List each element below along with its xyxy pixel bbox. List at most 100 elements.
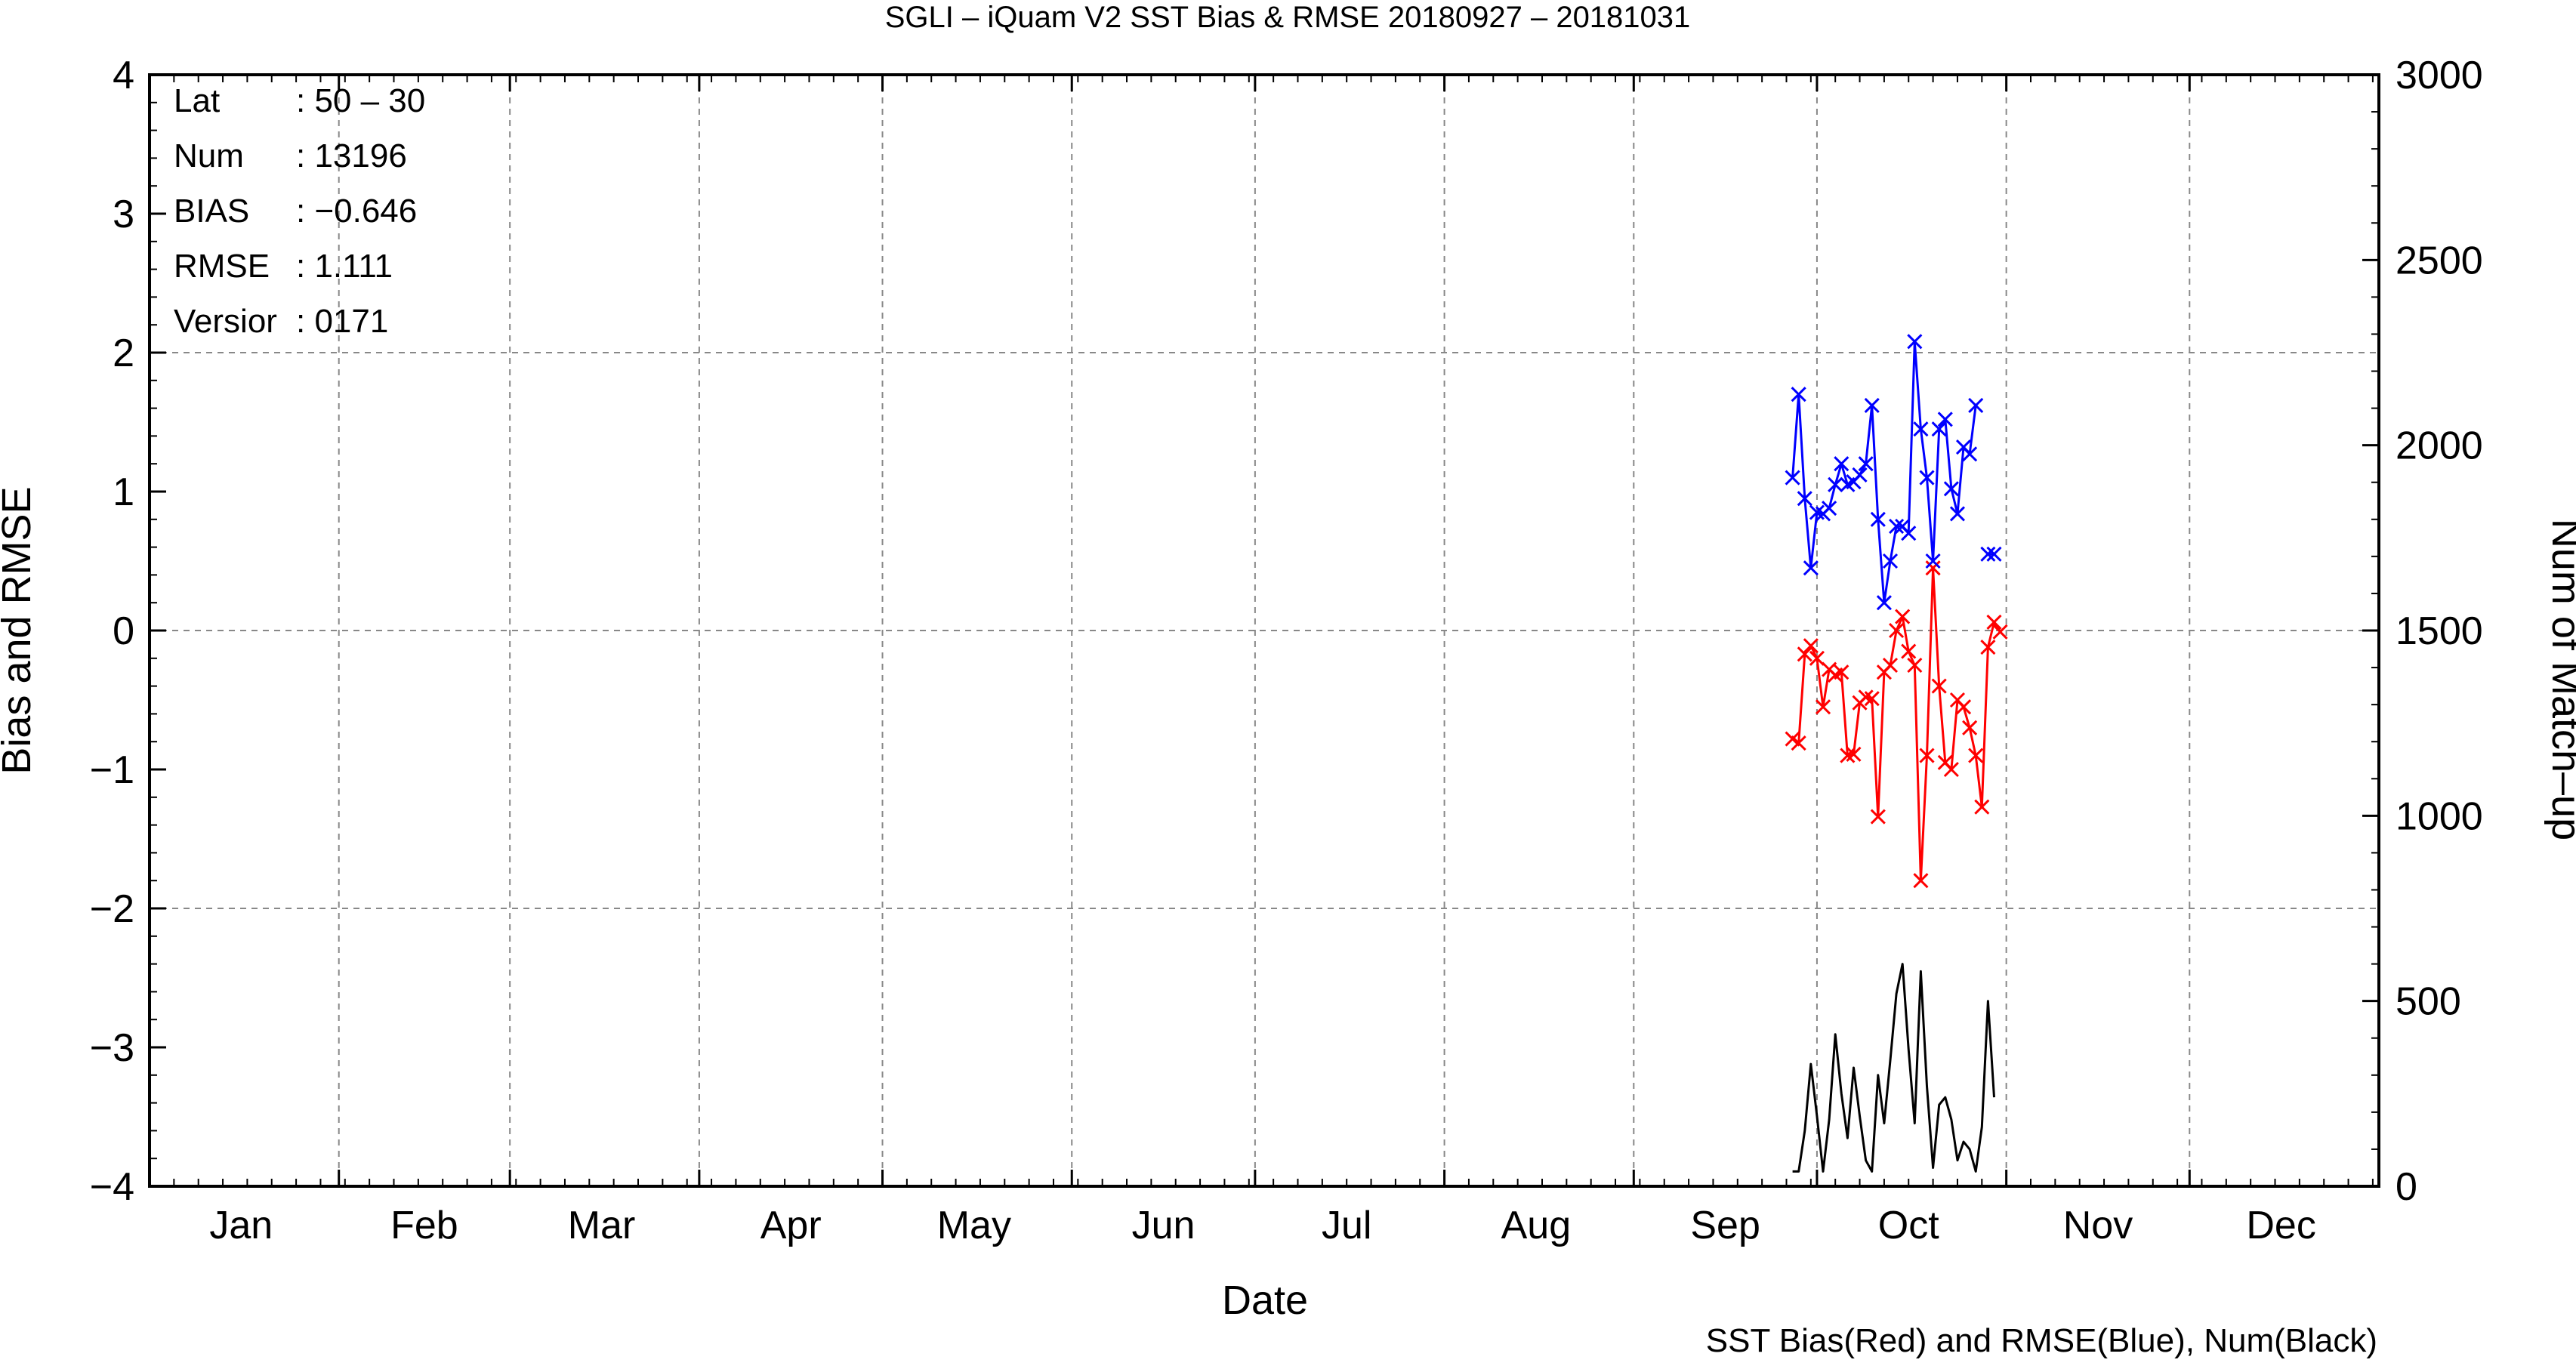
x-tick-label: Feb xyxy=(390,1204,458,1247)
data-point xyxy=(1889,622,1905,639)
y-tick-label: −4 xyxy=(90,1165,134,1209)
data-point xyxy=(1822,501,1837,516)
x-tick-label: Mar xyxy=(568,1204,636,1247)
series-1 xyxy=(1785,334,2002,611)
data-point xyxy=(1962,720,1978,735)
data-point xyxy=(1992,624,2008,640)
stat-label: Lat xyxy=(174,82,220,119)
y2-tick-label: 1000 xyxy=(2396,794,2483,838)
data-point xyxy=(1791,387,1806,402)
chart-caption: SST Bias(Red) and RMSE(Blue), Num(Black) xyxy=(1706,1322,2377,1359)
data-point xyxy=(1907,657,1923,674)
y2-tick-label: 1500 xyxy=(2396,609,2483,653)
data-point xyxy=(1901,643,1917,659)
data-point xyxy=(1974,799,1990,815)
series-line xyxy=(1792,963,1995,1173)
data-point xyxy=(1937,412,1953,427)
y-tick-label: 1 xyxy=(113,470,134,514)
data-point xyxy=(1986,614,2002,631)
x-tick-label: Oct xyxy=(1878,1204,1939,1247)
y-tick-label: −2 xyxy=(90,887,134,931)
data-point xyxy=(1803,638,1819,654)
data-point xyxy=(1834,664,1849,680)
data-point xyxy=(1913,421,1929,437)
y-tick-label: −1 xyxy=(90,748,134,792)
data-point xyxy=(1907,334,1923,350)
stat-label: Num xyxy=(174,137,244,174)
y-tick-label: −3 xyxy=(90,1026,134,1070)
data-point xyxy=(1846,746,1862,762)
data-point xyxy=(1980,546,1996,562)
series-line xyxy=(1791,566,2001,882)
stat-label: RMSE xyxy=(174,248,270,285)
data-point xyxy=(1968,748,1984,763)
y-tick-label: 3 xyxy=(113,193,134,236)
y-axis-title: Bias and RMSE xyxy=(0,486,39,774)
data-point xyxy=(1864,691,1880,707)
data-point xyxy=(1931,678,1947,694)
data-point xyxy=(1852,467,1868,483)
x-tick-label: Sep xyxy=(1690,1204,1760,1247)
data-point xyxy=(1809,650,1825,666)
data-point xyxy=(1864,397,1880,413)
x-tick-label: Dec xyxy=(2246,1204,2315,1247)
data-point xyxy=(1895,609,1911,624)
data-point xyxy=(1876,595,1892,611)
data-point xyxy=(1882,553,1899,569)
data-point xyxy=(1828,476,1843,492)
y2-tick-label: 2000 xyxy=(2396,424,2483,468)
data-point xyxy=(1943,481,1959,497)
data-point xyxy=(1797,491,1812,507)
x-tick-label: Jan xyxy=(209,1204,273,1247)
y2-tick-label: 0 xyxy=(2396,1165,2417,1209)
data-point xyxy=(1925,560,1941,576)
data-point xyxy=(1797,646,1812,662)
x-tick-label: May xyxy=(937,1204,1011,1247)
x-tick-label: Apr xyxy=(760,1204,822,1247)
stat-value: : −0.646 xyxy=(296,193,417,230)
data-point xyxy=(1919,470,1935,486)
y2-tick-label: 3000 xyxy=(2396,54,2483,97)
data-point xyxy=(1889,518,1905,535)
data-point xyxy=(1980,640,1996,655)
x-tick-label: Aug xyxy=(1501,1204,1572,1247)
data-point xyxy=(1791,735,1806,751)
stat-value: : 1.111 xyxy=(296,248,393,285)
stat-label: Versior xyxy=(174,303,277,340)
y2-axis-title: Num of Match–up xyxy=(2544,519,2576,840)
data-point xyxy=(1803,560,1819,576)
data-point xyxy=(1834,456,1849,472)
data-point xyxy=(1931,421,1947,437)
data-point xyxy=(1955,699,1972,715)
grid-lines xyxy=(150,75,2379,1186)
x-axis-title: Date xyxy=(1222,1278,1308,1323)
stat-value: : 50 – 30 xyxy=(296,82,425,119)
data-point xyxy=(1785,470,1800,486)
data-point xyxy=(1986,546,2002,562)
y-tick-label: 0 xyxy=(113,609,134,653)
data-point xyxy=(1919,748,1935,763)
data-point xyxy=(1962,446,1978,462)
y2-tick-label: 500 xyxy=(2396,980,2461,1024)
plot-frame xyxy=(148,73,2380,1188)
data-point xyxy=(1858,456,1874,472)
data-point xyxy=(1901,526,1917,541)
data-point xyxy=(1815,699,1831,715)
series-line xyxy=(1791,340,1977,604)
data-series xyxy=(1785,334,2008,1173)
data-point xyxy=(1882,657,1899,674)
tick-labels: 4 3 2 1 0 −1 −2 −3 −4 3000 2500 2000 1500 1000 500 0 Jan… xyxy=(90,54,2483,1247)
data-point xyxy=(1949,506,1966,522)
y-tick-label: 4 xyxy=(113,54,134,97)
data-point xyxy=(1943,761,1959,778)
data-point xyxy=(1913,873,1929,889)
y-tick-label: 2 xyxy=(113,331,134,375)
y2-tick-label: 2500 xyxy=(2396,239,2483,282)
series-0 xyxy=(1785,560,2008,889)
x-tick-label: Jul xyxy=(1322,1204,1371,1247)
data-point xyxy=(1925,553,1941,569)
data-point xyxy=(1870,511,1886,527)
data-point xyxy=(1968,397,1984,413)
x-tick-label: Nov xyxy=(2063,1204,2133,1247)
